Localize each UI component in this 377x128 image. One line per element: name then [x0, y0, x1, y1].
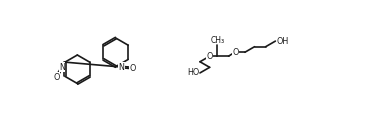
Text: N: N [119, 63, 124, 72]
Text: CH₃: CH₃ [210, 36, 225, 45]
Text: HO: HO [187, 68, 199, 77]
Text: O: O [232, 48, 239, 57]
Text: O: O [53, 73, 60, 82]
Text: OH: OH [276, 37, 288, 46]
Text: N: N [59, 63, 65, 72]
Text: O: O [130, 64, 136, 73]
Text: O: O [207, 52, 213, 61]
